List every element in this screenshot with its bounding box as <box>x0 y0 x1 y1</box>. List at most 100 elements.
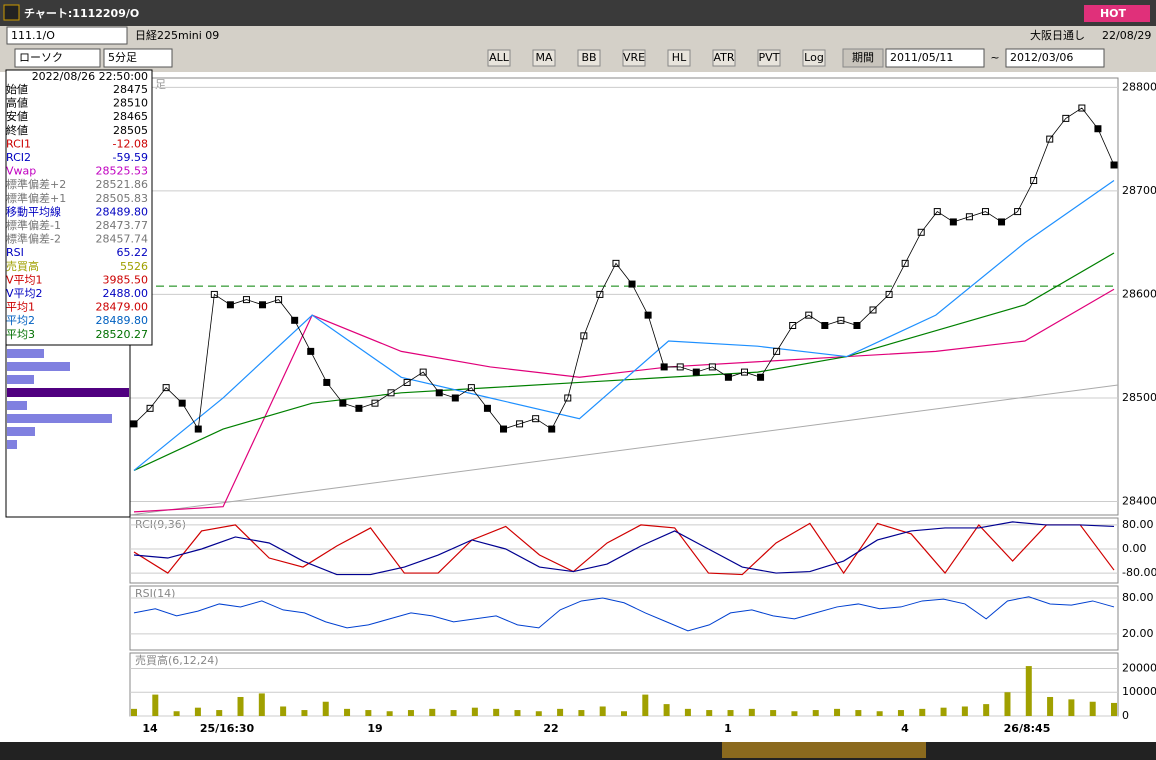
y-tick-label: 80.00 <box>1122 591 1154 604</box>
volume-bar <box>855 710 862 716</box>
app-icon <box>3 4 20 21</box>
y-tick-label: 0 <box>1122 709 1129 722</box>
toolbar-button[interactable] <box>532 49 556 67</box>
y-tick-label: 0.00 <box>1122 542 1147 555</box>
volume-bar <box>152 694 159 716</box>
period-select[interactable] <box>103 48 173 68</box>
info-label: RCI1 <box>6 137 31 150</box>
volume-bar <box>663 704 670 716</box>
profile-bar <box>7 440 17 449</box>
title-bar <box>0 0 1156 26</box>
volume-bar <box>493 708 500 716</box>
toolbar-button[interactable] <box>667 49 691 67</box>
toolbar-button[interactable] <box>712 49 736 67</box>
toolbar-button[interactable] <box>802 49 826 67</box>
volume-bar <box>1068 699 1075 716</box>
volume-bar <box>1111 702 1117 716</box>
moving-average <box>133 288 1115 513</box>
window-title: チャート:1112209/O <box>24 7 139 20</box>
to-box[interactable] <box>1005 48 1105 68</box>
y-tick-label: 28800 <box>1122 80 1156 93</box>
volume-bar <box>791 711 798 716</box>
info-label: 標準偏差-1 <box>6 218 61 232</box>
range-button[interactable] <box>842 48 884 68</box>
volume-bar <box>599 706 606 716</box>
info-label: 平均3 <box>6 328 35 341</box>
rci-line <box>133 522 1115 576</box>
toolbar-button[interactable] <box>622 49 646 67</box>
volume-bar <box>407 710 414 716</box>
volume-bar <box>194 707 201 716</box>
from-box[interactable] <box>885 48 985 68</box>
info-panel <box>5 69 153 346</box>
info-value: 28473.77 <box>96 219 149 232</box>
volume-bar <box>258 693 265 716</box>
info-label: 平均2 <box>6 314 35 327</box>
info-label: 安値 <box>6 109 28 123</box>
kind: ローソク <box>19 51 63 64</box>
chart-area <box>0 72 1156 742</box>
volume-bar <box>834 708 841 716</box>
volume-bar <box>514 710 521 716</box>
volume-bar <box>1047 696 1054 716</box>
info-value: 5526 <box>120 260 148 273</box>
info-value: 28457.74 <box>96 233 149 246</box>
profile-bar <box>7 414 112 423</box>
volume-bar <box>237 696 244 716</box>
scroll-thumb[interactable] <box>722 742 926 758</box>
button-label: VRE <box>623 51 645 64</box>
info-label: 標準偏差+1 <box>6 191 66 205</box>
market: 大阪日通し <box>1030 28 1085 42</box>
volume-bar <box>642 694 649 716</box>
volume-bar <box>535 711 542 716</box>
info-datetime: 2022/08/26 22:50:00 <box>32 70 148 83</box>
info-value: 28505 <box>113 124 148 137</box>
kind-select[interactable] <box>14 48 101 68</box>
volume-bar <box>365 710 372 716</box>
info-value: 28475 <box>113 83 148 96</box>
volume-bar <box>557 708 564 716</box>
volume-bar <box>322 701 329 716</box>
profile-bar <box>7 362 70 371</box>
x-tick-label: 25/16:30 <box>200 722 255 735</box>
scrollbar[interactable] <box>0 742 1156 760</box>
button-label: Log <box>804 51 824 64</box>
price-label: 足 <box>155 78 166 91</box>
toolbar-button[interactable] <box>487 49 511 67</box>
info-value: -12.08 <box>113 137 148 150</box>
info-value: 28489.80 <box>96 314 149 327</box>
volume-bar <box>770 710 777 716</box>
info-label: Vwap <box>6 165 36 178</box>
info-label: 平均1 <box>6 301 35 314</box>
info-label: 移動平均線 <box>6 204 61 218</box>
info-value: 28520.27 <box>96 328 149 341</box>
panel-frame <box>129 585 1119 651</box>
info-label: V平均2 <box>6 287 43 300</box>
x-tick-label: 19 <box>367 722 382 735</box>
info-value: 28505.83 <box>96 192 149 205</box>
info-label: V平均1 <box>6 273 43 286</box>
info-label: 終値 <box>6 123 28 137</box>
volume-bar <box>706 710 713 716</box>
range-label: 期間 <box>852 51 874 64</box>
y-tick-label: 28600 <box>1122 287 1156 300</box>
volume-bar <box>216 710 223 716</box>
volume-bar <box>876 711 883 716</box>
toolbar-button[interactable] <box>757 49 781 67</box>
info-value: 3985.50 <box>103 273 149 286</box>
rsi-label: RSI(14) <box>135 587 175 600</box>
volume-bar <box>450 710 457 716</box>
trend-line <box>129 384 1119 516</box>
code-box[interactable] <box>6 26 128 45</box>
volume-bar <box>1089 701 1096 716</box>
volume-bar <box>812 710 819 716</box>
instrument: 日経225mini 09 <box>135 29 219 42</box>
panel-frame <box>129 517 1119 584</box>
rci-line <box>133 521 1115 576</box>
toolbar-button[interactable] <box>577 49 601 67</box>
x-tick-label: 14 <box>142 722 158 735</box>
button-label: ALL <box>489 51 510 64</box>
hot-button[interactable] <box>1084 5 1150 22</box>
info-label: 標準偏差-2 <box>6 232 61 246</box>
